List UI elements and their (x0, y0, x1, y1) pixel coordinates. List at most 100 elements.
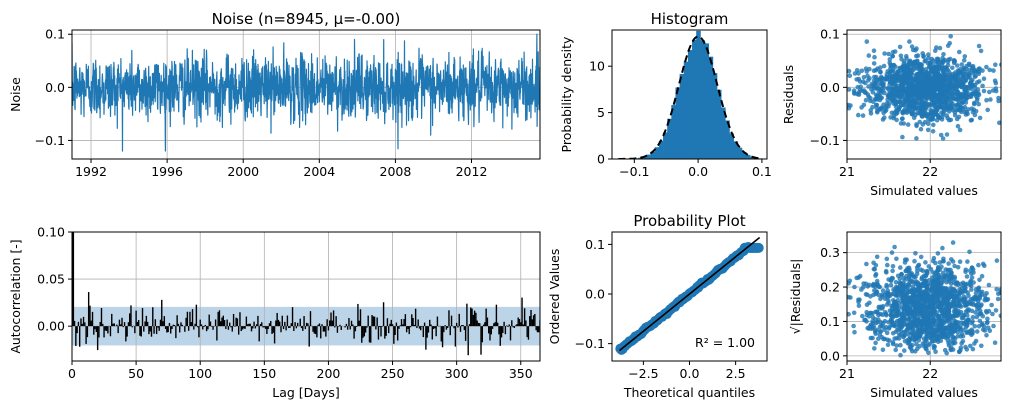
scale-location-point (972, 324, 978, 329)
scale-location-point (902, 295, 907, 301)
scale-location-point (967, 328, 973, 334)
residual-point (874, 105, 879, 111)
residual-point (866, 53, 872, 58)
scale-location-point (870, 314, 876, 320)
residual-point (871, 61, 877, 66)
scale-location-point (927, 341, 932, 347)
scale-location-point (950, 240, 956, 245)
residual-point (946, 100, 951, 106)
scale-location-point (1003, 287, 1008, 292)
scale-location-point (941, 273, 947, 279)
panel-1: 1992 1996 2000 2004 2008 2012 −0.1 0.0 0.1 Noise … (8, 10, 541, 179)
scale-location-point (856, 299, 861, 305)
scale-location-points (847, 240, 1011, 358)
scale-location-point (968, 343, 973, 349)
scale-location-point (951, 315, 956, 320)
scale-location-point (885, 342, 891, 348)
scale-location-point (977, 318, 983, 324)
r-squared-annotation: R² = 1.00 (695, 335, 755, 350)
scale-location-point (847, 311, 851, 317)
residual-point (899, 57, 904, 62)
scale-location-point (928, 281, 933, 287)
residual-point (863, 97, 869, 103)
scale-location-point (939, 293, 945, 299)
scale-location-point (883, 311, 889, 317)
residual-point (956, 72, 961, 77)
scale-location-point (892, 244, 897, 250)
scale-location-point (993, 308, 999, 313)
residual-point (944, 132, 950, 137)
scale-location-point (934, 311, 939, 316)
quantile-point (753, 242, 764, 253)
panel-5: −2.5 0.0 2.5 −0.1 0.0 0.1 Probability Plot Theo… (547, 212, 768, 400)
residual-point (875, 109, 880, 114)
residual-point (924, 111, 929, 117)
residual-point (858, 84, 863, 89)
residual-point (887, 57, 893, 62)
residual-point (972, 100, 977, 106)
scale-location-point (958, 290, 963, 296)
scale-location-point (1005, 288, 1010, 293)
residual-point (876, 77, 881, 83)
scale-location-point (948, 345, 954, 350)
histogram-bar (642, 156, 647, 159)
x-tick-label: 2004 (303, 164, 335, 179)
residual-point (959, 109, 964, 115)
scale-location-point (987, 328, 993, 334)
y-tick-label: 5 (597, 105, 605, 120)
scale-location-point (898, 265, 903, 270)
scale-location-point (880, 304, 886, 309)
residual-point (942, 88, 948, 94)
residual-point (971, 107, 977, 112)
residual-point (936, 87, 942, 92)
density-curve (618, 35, 761, 159)
scale-location-point (967, 249, 972, 255)
scale-location-point (863, 317, 868, 323)
residual-point (861, 75, 867, 80)
residual-point (956, 114, 962, 120)
residual-point (966, 75, 971, 80)
scale-location-point (969, 287, 974, 292)
residual-point (889, 86, 895, 91)
residual-point (900, 134, 905, 140)
residual-point (892, 78, 898, 84)
scale-location-point (920, 268, 926, 274)
scale-location-point (973, 338, 979, 344)
residual-point (903, 64, 909, 69)
residual-point (936, 64, 942, 69)
residual-point (919, 99, 925, 104)
scale-location-point (952, 328, 958, 333)
histogram-bar (683, 61, 689, 159)
y-axis-label: Autocorrelation [-] (8, 239, 23, 353)
residual-point (988, 97, 993, 102)
scale-location-point (885, 337, 890, 343)
scale-location-point (873, 271, 879, 277)
residual-point (847, 73, 853, 78)
residual-point (938, 100, 943, 106)
scale-location-point (930, 258, 936, 264)
histogram-bar (741, 152, 747, 159)
residual-point (934, 112, 940, 118)
histogram-bar (679, 73, 685, 159)
scale-location-point (965, 259, 970, 264)
residual-point (961, 76, 966, 82)
x-tick-label: 100 (188, 366, 212, 381)
residual-point (881, 63, 887, 69)
residual-point (938, 132, 944, 138)
scale-location-point (936, 304, 942, 310)
x-tick-label: 200 (317, 366, 341, 381)
y-axis-label: Noise (8, 77, 23, 112)
y-tick-label: 0.2 (820, 280, 840, 295)
residual-point (933, 48, 938, 53)
residual-point (856, 112, 861, 118)
panel-3: 21 22 −0.1 0.0 0.1 Simulated values Residuals (781, 27, 1002, 198)
scale-location-point (953, 308, 959, 314)
x-tick-label: 1996 (151, 164, 183, 179)
scale-location-point (1006, 289, 1011, 294)
scale-location-point (956, 326, 961, 332)
scale-location-point (947, 273, 952, 279)
scale-location-point (964, 323, 970, 328)
x-tick-label: 2008 (380, 164, 412, 179)
scale-location-point (918, 254, 924, 260)
scale-location-point (930, 304, 935, 310)
